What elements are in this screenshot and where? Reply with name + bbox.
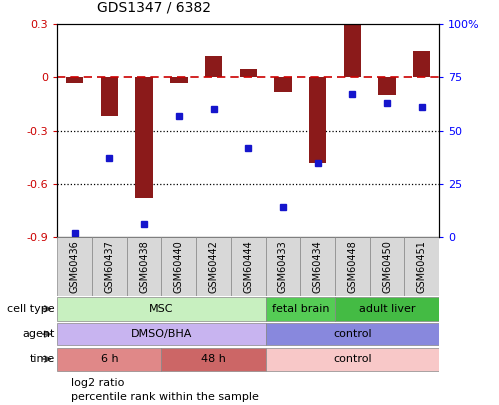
Text: cell type: cell type [7,304,55,314]
Bar [92,237,127,296]
Bar [265,237,300,296]
Text: percentile rank within the sample: percentile rank within the sample [71,392,259,402]
Text: GSM60437: GSM60437 [104,240,114,293]
Text: log2 ratio: log2 ratio [71,377,124,388]
Bar [370,237,404,296]
Bar [309,77,326,162]
Bar [57,297,265,321]
Bar [335,297,439,321]
Text: GSM60436: GSM60436 [70,240,80,292]
Text: control: control [333,329,372,339]
Text: control: control [333,354,372,364]
Text: GSM60434: GSM60434 [313,240,323,292]
Bar [274,77,291,92]
Bar [265,347,439,371]
Bar [240,68,257,77]
Bar [57,237,92,296]
Bar [205,56,222,77]
Bar [265,297,335,321]
Bar [127,237,162,296]
Text: GSM60442: GSM60442 [209,240,219,293]
Bar [57,347,162,371]
Text: GSM60440: GSM60440 [174,240,184,292]
Text: DMSO/BHA: DMSO/BHA [131,329,192,339]
Bar [231,237,265,296]
Text: GSM60451: GSM60451 [417,240,427,293]
Text: GSM60450: GSM60450 [382,240,392,293]
Bar [57,323,265,345]
Text: agent: agent [22,329,55,339]
Bar [265,323,439,345]
Bar [162,237,196,296]
Text: GSM60444: GSM60444 [243,240,253,292]
Bar [404,237,439,296]
Text: GSM60448: GSM60448 [347,240,357,292]
Text: GSM60438: GSM60438 [139,240,149,292]
Text: adult liver: adult liver [359,304,415,314]
Bar [344,24,361,77]
Text: 6 h: 6 h [101,354,118,364]
Bar [413,51,431,77]
Text: time: time [29,354,55,364]
Bar [66,77,83,83]
Bar [170,77,188,83]
Text: GSM60433: GSM60433 [278,240,288,292]
Bar [162,347,265,371]
Bar [378,77,396,95]
Text: GDS1347 / 6382: GDS1347 / 6382 [97,0,211,14]
Text: MSC: MSC [149,304,174,314]
Text: fetal brain: fetal brain [271,304,329,314]
Bar [135,77,153,198]
Bar [101,77,118,117]
Bar [300,237,335,296]
Text: 48 h: 48 h [201,354,226,364]
Bar [196,237,231,296]
Bar [335,237,370,296]
